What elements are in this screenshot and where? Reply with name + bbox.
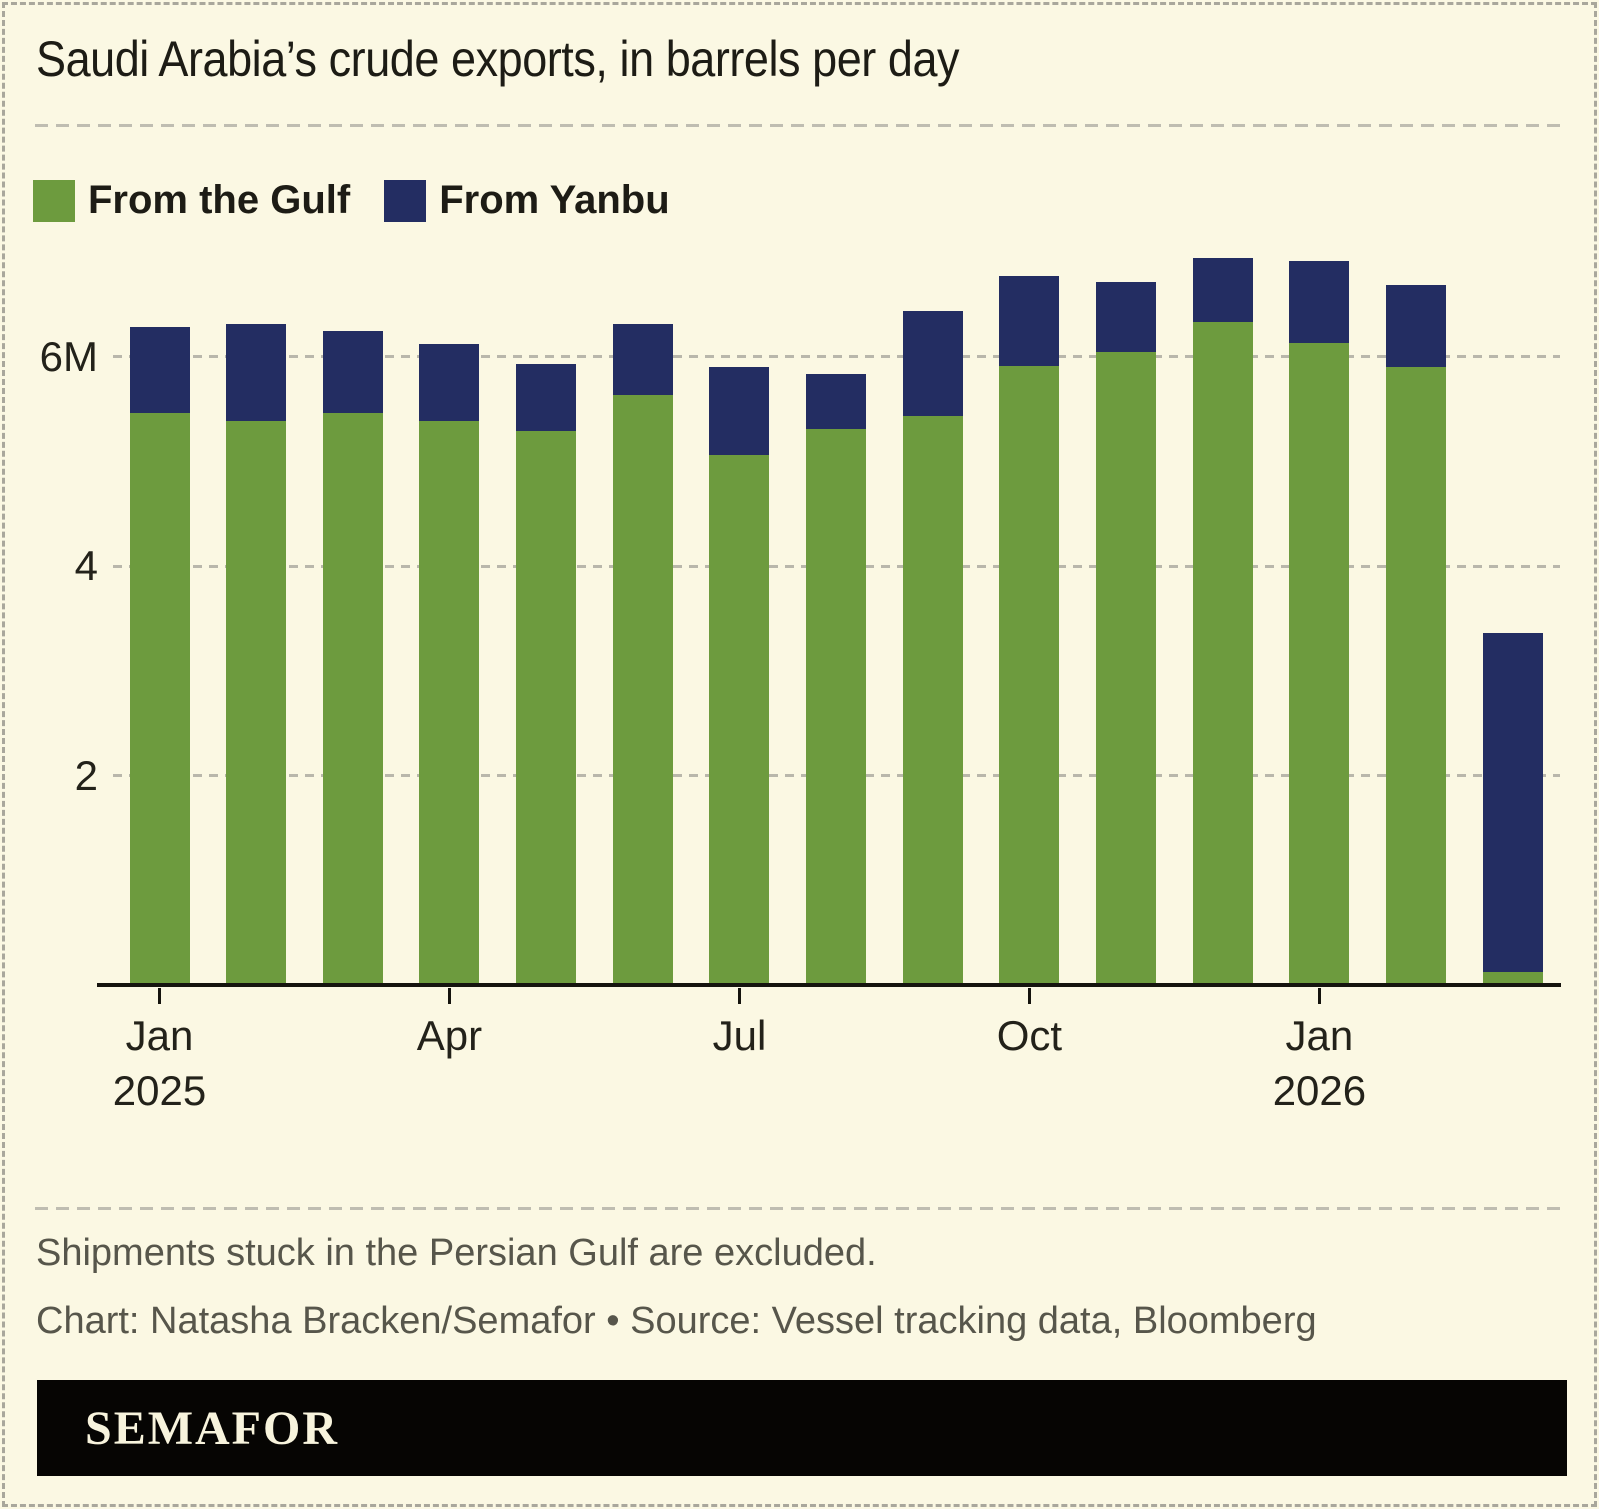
bar-segment-yanbu: [226, 324, 287, 422]
x-tick: [1027, 988, 1031, 1004]
bar-segment-yanbu: [419, 343, 480, 422]
bar-segment-yanbu: [902, 311, 963, 417]
bar-segment-gulf: [129, 413, 190, 985]
bar-segment-gulf: [709, 454, 770, 985]
bar-segment-gulf: [1192, 321, 1253, 985]
bar-segment-gulf: [1482, 972, 1543, 985]
legend-item-yanbu: From Yanbu: [384, 178, 670, 223]
x-tick: [447, 988, 451, 1004]
bar-segment-yanbu: [1096, 282, 1157, 353]
bar-segment-yanbu: [806, 374, 867, 429]
yanbu-swatch-icon: [384, 179, 427, 222]
bar-segment-gulf: [612, 395, 673, 985]
bar-segment-yanbu: [709, 366, 770, 455]
x-tick: [1317, 988, 1321, 1004]
bar-segment-yanbu: [516, 363, 577, 431]
legend-item-gulf: From the Gulf: [33, 178, 350, 223]
footer-divider: [35, 1207, 1564, 1210]
bar-segment-yanbu: [322, 331, 383, 414]
bar-segment-yanbu: [612, 324, 673, 396]
bar-segment-gulf: [322, 413, 383, 985]
x-tick-label: Oct: [996, 1012, 1063, 1059]
y-axis-label: 6M: [39, 332, 98, 380]
bar-segment-yanbu: [999, 275, 1060, 366]
x-axis-line: [97, 983, 1561, 987]
bar-segment-gulf: [419, 421, 480, 985]
x-tick-label: Jan 2026: [1272, 1012, 1367, 1114]
x-tick-label: Apr: [416, 1012, 483, 1059]
legend: From the Gulf From Yanbu: [33, 178, 670, 223]
y-axis-label: 4: [74, 542, 98, 589]
y-axis-label: 2: [74, 751, 98, 799]
logo-text: SEMAFOR: [85, 1401, 339, 1455]
x-tick: [158, 988, 161, 1004]
logo-bar: SEMAFOR: [37, 1380, 1567, 1476]
bar-segment-gulf: [226, 421, 287, 985]
x-tick-label: Jan 2025: [112, 1012, 207, 1114]
bar-segment-gulf: [806, 428, 867, 985]
bar-segment-yanbu: [129, 327, 190, 414]
x-tick: [737, 988, 741, 1004]
bar-segment-yanbu: [1289, 261, 1350, 343]
credit-line: Chart: Natasha Bracken/Semafor • Source:…: [36, 1300, 1317, 1342]
footnote: Shipments stuck in the Persian Gulf are …: [36, 1232, 877, 1274]
bar-segment-yanbu: [1192, 258, 1253, 322]
bar-segment-yanbu: [1482, 633, 1543, 973]
gulf-swatch-icon: [33, 179, 75, 222]
bar-segment-gulf: [1289, 342, 1350, 985]
bar-segment-gulf: [1386, 366, 1447, 985]
bar-segment-gulf: [999, 365, 1060, 985]
bar-segment-yanbu: [1386, 285, 1447, 367]
x-tick-label: Jul: [712, 1012, 767, 1059]
title-divider: [35, 124, 1564, 127]
chart-title: Saudi Arabia’s crude exports, in barrels…: [36, 31, 960, 87]
bar-segment-gulf: [1096, 352, 1157, 985]
bar-segment-gulf: [902, 416, 963, 985]
legend-label-yanbu: From Yanbu: [439, 178, 670, 222]
gridline: [113, 355, 1560, 358]
bar-segment-gulf: [516, 430, 577, 985]
legend-label-gulf: From the Gulf: [88, 178, 351, 222]
